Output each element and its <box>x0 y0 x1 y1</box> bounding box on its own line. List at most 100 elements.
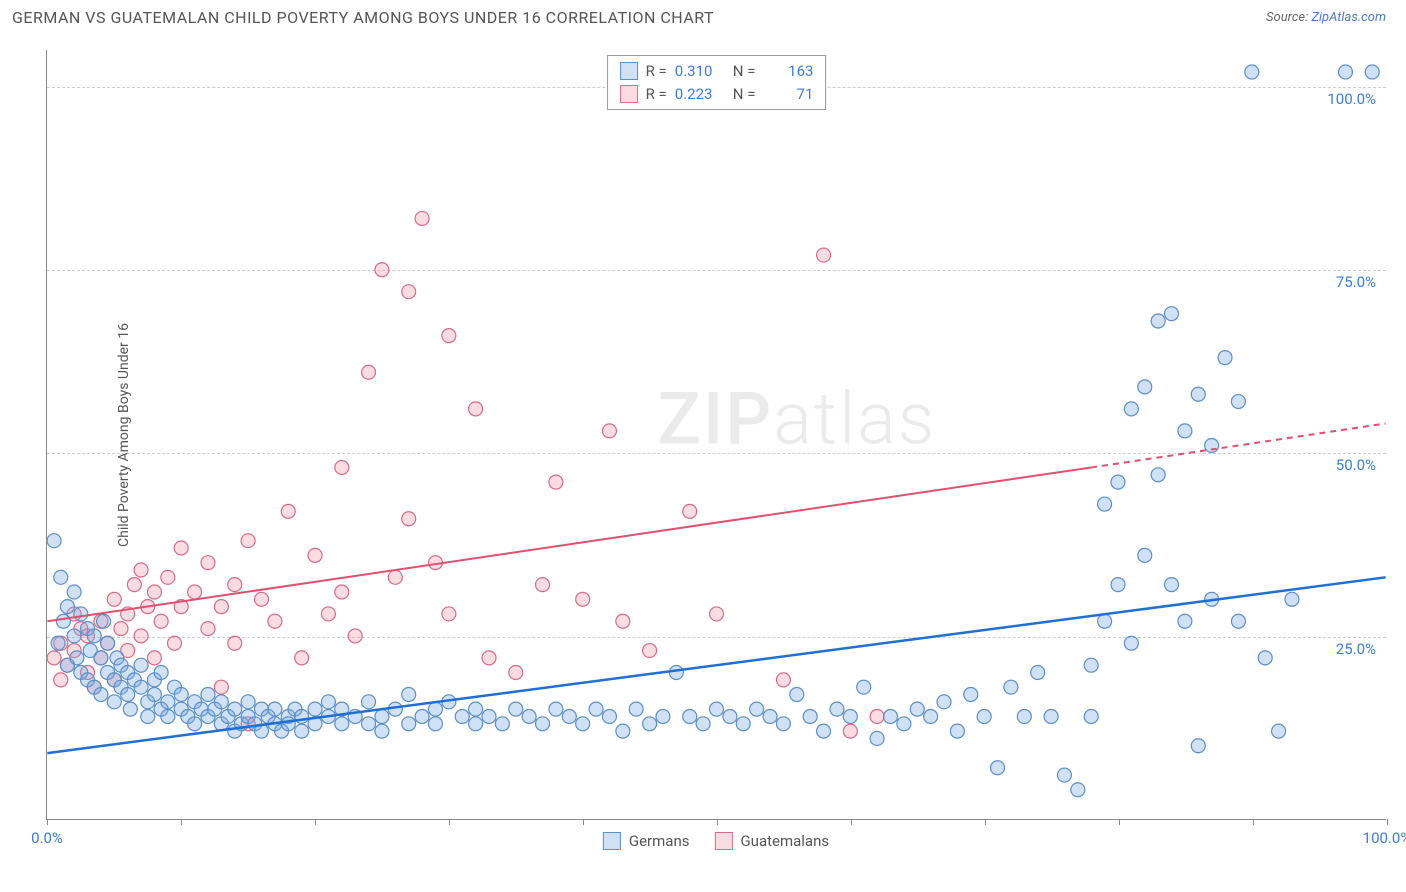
scatter-point <box>937 695 951 709</box>
scatter-point <box>51 636 65 650</box>
scatter-point <box>669 666 683 680</box>
scatter-point <box>174 688 188 702</box>
scatter-point <box>107 695 121 709</box>
scatter-point <box>348 629 362 643</box>
scatter-point <box>482 709 496 723</box>
scatter-point <box>616 724 630 738</box>
scatter-point <box>736 717 750 731</box>
scatter-point <box>134 680 148 694</box>
scatter-point <box>977 709 991 723</box>
scatter-point <box>710 702 724 716</box>
scatter-point <box>576 592 590 606</box>
scatter-point <box>469 702 483 716</box>
scatter-point <box>1178 424 1192 438</box>
scatter-point <box>790 688 804 702</box>
scatter-point <box>1245 65 1259 79</box>
scatter-point <box>1071 783 1085 797</box>
x-tick <box>181 819 182 825</box>
scatter-point <box>1004 680 1018 694</box>
scatter-point <box>1124 636 1138 650</box>
scatter-point <box>723 709 737 723</box>
scatter-point <box>147 651 161 665</box>
scatter-point <box>415 211 429 225</box>
scatter-point <box>161 570 175 584</box>
x-tick <box>1387 819 1388 825</box>
scatter-point <box>154 614 168 628</box>
scatter-point <box>94 651 108 665</box>
x-tick <box>1119 819 1120 825</box>
scatter-point <box>201 622 215 636</box>
scatter-point <box>455 709 469 723</box>
x-tick-label: 100.0% <box>1363 829 1406 847</box>
scatter-point <box>362 695 376 709</box>
scatter-point <box>228 636 242 650</box>
scatter-point <box>1165 307 1179 321</box>
chart-title: GERMAN VS GUATEMALAN CHILD POVERTY AMONG… <box>12 8 714 27</box>
legend-label-germans: Germans <box>629 832 690 850</box>
source-link[interactable]: ZipAtlas.com <box>1311 10 1386 25</box>
scatter-point <box>47 651 61 665</box>
scatter-point <box>201 556 215 570</box>
trend-line <box>47 467 1091 621</box>
scatter-point <box>428 717 442 731</box>
n-label: N = <box>733 60 756 83</box>
scatter-point <box>268 702 282 716</box>
legend-item-guatemalans: Guatemalans <box>714 832 829 850</box>
scatter-point <box>375 724 389 738</box>
legend-label-guatemalans: Guatemalans <box>740 832 829 850</box>
scatter-point <box>870 731 884 745</box>
scatter-point <box>562 709 576 723</box>
scatter-point <box>147 688 161 702</box>
scatter-point <box>134 563 148 577</box>
scatter-point <box>857 680 871 694</box>
scatter-point <box>241 695 255 709</box>
legend-swatch-germans <box>603 832 621 850</box>
scatter-point <box>147 585 161 599</box>
scatter-point <box>97 614 111 628</box>
scatter-point <box>950 724 964 738</box>
scatter-point <box>536 717 550 731</box>
legend-swatch-guatemalans <box>714 832 732 850</box>
scatter-point <box>415 709 429 723</box>
scatter-point <box>442 329 456 343</box>
scatter-point <box>1165 578 1179 592</box>
scatter-point <box>763 709 777 723</box>
scatter-point <box>776 717 790 731</box>
scatter-point <box>549 475 563 489</box>
scatter-point <box>335 585 349 599</box>
scatter-point <box>335 717 349 731</box>
scatter-point <box>1272 724 1286 738</box>
scatter-point <box>74 607 88 621</box>
scatter-point <box>870 709 884 723</box>
scatter-point <box>1111 578 1125 592</box>
scatter-point <box>228 702 242 716</box>
scatter-point <box>1124 402 1138 416</box>
scatter-point <box>1191 739 1205 753</box>
scatter-point <box>87 629 101 643</box>
scatter-point <box>161 709 175 723</box>
scatter-point <box>402 512 416 526</box>
scatter-point <box>536 578 550 592</box>
scatter-chart: Child Poverty Among Boys Under 16 ZIPatl… <box>46 50 1386 820</box>
scatter-point <box>255 592 269 606</box>
scatter-point <box>1098 614 1112 628</box>
stats-row-guatemalans: R = 0.223 N = 71 <box>620 83 814 106</box>
scatter-point <box>123 702 137 716</box>
scatter-point <box>281 717 295 731</box>
source-prefix: Source: <box>1266 10 1311 25</box>
scatter-point <box>67 629 81 643</box>
scatter-point <box>683 504 697 518</box>
trend-line <box>1091 424 1385 468</box>
scatter-point <box>1178 614 1192 628</box>
swatch-germans <box>620 62 638 80</box>
scatter-point <box>362 717 376 731</box>
x-tick <box>717 819 718 825</box>
scatter-point <box>70 651 84 665</box>
scatter-point <box>1084 658 1098 672</box>
scatter-point <box>54 673 68 687</box>
scatter-point <box>1151 314 1165 328</box>
scatter-point <box>67 585 81 599</box>
scatter-point <box>308 548 322 562</box>
scatter-point <box>1057 768 1071 782</box>
scatter-svg <box>47 50 1386 819</box>
